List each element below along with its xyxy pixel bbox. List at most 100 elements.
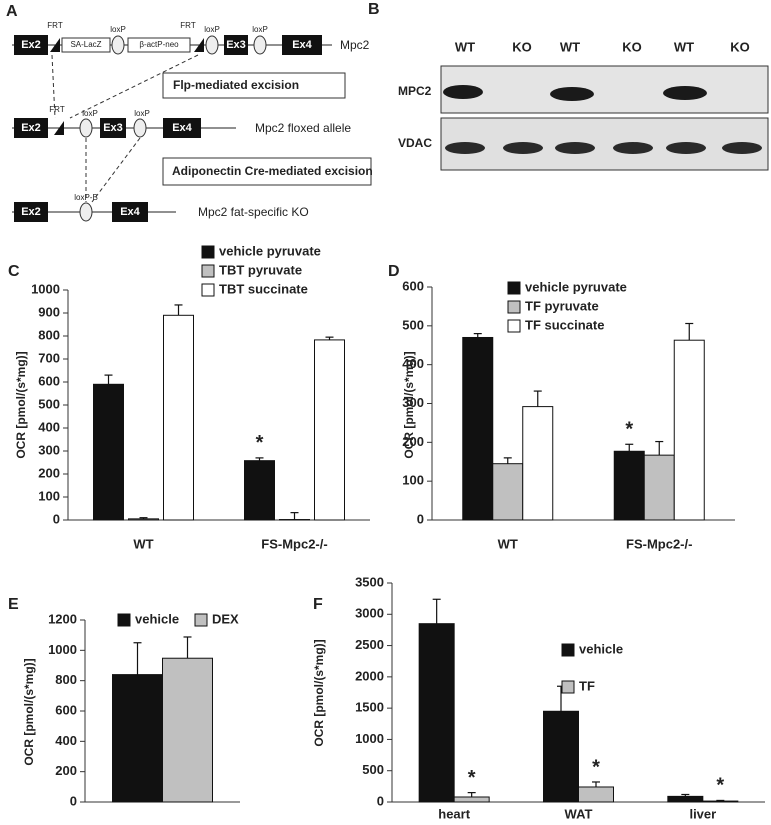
legend-label: TBT succinate <box>219 281 308 296</box>
y-tick-label: 900 <box>38 304 60 319</box>
legend-swatch <box>507 300 521 314</box>
y-axis-label: OCR [pmol/(s*mg)] <box>402 351 416 458</box>
panel-a: A Ex2 SA-LacZ β-actP-neo Ex3 Ex4 FRT lox… <box>6 3 373 222</box>
x-tick-label: WT <box>133 536 153 551</box>
bar <box>112 674 163 803</box>
panel-b: B WT KO WT KO WT KO MPC2 VDAC <box>368 1 769 171</box>
step-label: Adiponectin Cre-mediated excision <box>172 164 373 178</box>
site-label: loxP <box>134 109 150 118</box>
bar <box>462 336 494 521</box>
bar <box>492 463 524 521</box>
legend-swatch <box>201 264 215 278</box>
significance-marker: * <box>625 419 633 441</box>
exon-label: Ex4 <box>120 206 140 218</box>
allele-label: Mpc2 floxed allele <box>255 121 351 135</box>
legend-label: vehicle <box>579 641 623 656</box>
panel-label: B <box>368 1 380 18</box>
panel-label: A <box>6 3 18 20</box>
legend-swatch <box>507 281 521 295</box>
y-tick-label: 200 <box>55 763 77 778</box>
y-tick-label: 2500 <box>355 637 384 652</box>
bar <box>163 314 194 521</box>
lane-label: WT <box>455 39 475 54</box>
y-tick-label: 400 <box>402 356 424 371</box>
x-tick-label: FS-Mpc2-/- <box>626 536 692 551</box>
lane-label: WT <box>560 39 580 54</box>
x-tick-label: heart <box>438 806 470 821</box>
row-label: MPC2 <box>398 84 432 98</box>
exon-label: Ex2 <box>21 39 41 51</box>
bar <box>667 795 704 803</box>
bar <box>522 406 554 521</box>
significance-marker: * <box>468 767 476 789</box>
panel-label: D <box>388 263 400 280</box>
legend-swatch <box>561 680 575 694</box>
legend-label: TF pyruvate <box>525 298 599 313</box>
lane-label: WT <box>674 39 694 54</box>
site-label: loxP <box>82 109 98 118</box>
bar <box>162 657 213 803</box>
y-tick-label: 1500 <box>355 700 384 715</box>
x-tick-label: FS-Mpc2-/- <box>261 536 327 551</box>
site-label: FRT <box>180 21 196 30</box>
y-axis-label: OCR [pmol/(s*mg)] <box>312 639 326 746</box>
exon-label: Ex4 <box>172 122 192 134</box>
legend-label: vehicle pyruvate <box>219 243 321 258</box>
y-tick-label: 500 <box>402 317 424 332</box>
y-tick-label: 1200 <box>48 611 77 626</box>
legend-swatch <box>507 319 521 333</box>
step-label: Flp-mediated excision <box>173 78 299 92</box>
bar <box>643 454 675 521</box>
legend-label: vehicle pyruvate <box>525 279 627 294</box>
y-tick-label: 200 <box>38 465 60 480</box>
y-tick-label: 100 <box>38 488 60 503</box>
x-tick-label: WAT <box>565 806 593 821</box>
legend-swatch <box>194 613 208 627</box>
y-tick-label: 3500 <box>355 574 384 589</box>
y-tick-label: 800 <box>38 327 60 342</box>
bar <box>418 623 455 803</box>
legend-label: TF succinate <box>525 317 604 332</box>
chart: D OCR [pmol/(s*mg)] 0 100 200 300 400 500 600 WT F… <box>388 263 735 551</box>
y-tick-label: 600 <box>402 278 424 293</box>
bar <box>673 339 705 521</box>
lane-label: KO <box>622 39 642 54</box>
exon-label: Ex3 <box>103 122 123 134</box>
charts: C OCR [pmol/(s*mg)] 0 100 200 300 400 500 600 700… <box>8 243 765 821</box>
y-tick-label: 1000 <box>48 642 77 657</box>
y-tick-label: 600 <box>38 373 60 388</box>
y-tick-label: 100 <box>402 473 424 488</box>
blot-vdac <box>440 117 769 171</box>
lane-label: KO <box>730 39 750 54</box>
chart: F OCR [pmol/(s*mg)] 0 500 1000 1500 2000 2500 30… <box>312 574 765 821</box>
y-tick-label: 1000 <box>31 281 60 296</box>
cassette-label: SA-LacZ <box>70 40 101 49</box>
exon-label: Ex3 <box>226 39 246 51</box>
site-label: loxP <box>110 25 126 34</box>
panel-label: F <box>313 596 323 613</box>
lane-label: KO <box>512 39 532 54</box>
site-label: loxP <box>204 25 220 34</box>
x-tick-label: WT <box>498 536 518 551</box>
bar <box>702 800 739 803</box>
legend-label: TBT pyruvate <box>219 262 302 277</box>
legend-swatch <box>201 283 215 297</box>
exon-label: Ex2 <box>21 206 41 218</box>
y-tick-label: 500 <box>362 762 384 777</box>
legend-swatch <box>201 245 215 259</box>
legend-label: TF <box>579 678 595 693</box>
exon-label: Ex4 <box>292 39 312 51</box>
legend-label: vehicle <box>135 611 179 626</box>
bar <box>613 450 645 521</box>
bar <box>93 383 124 521</box>
x-tick-label: liver <box>689 806 716 821</box>
y-tick-label: 600 <box>55 702 77 717</box>
significance-marker: * <box>716 775 724 797</box>
y-tick-label: 1000 <box>355 731 384 746</box>
y-tick-label: 0 <box>70 793 77 808</box>
y-axis-label: OCR [pmol/(s*mg)] <box>22 658 36 765</box>
allele-label: Mpc2 fat-specific KO <box>198 205 309 219</box>
row-label: VDAC <box>398 136 432 150</box>
bar <box>578 786 614 803</box>
